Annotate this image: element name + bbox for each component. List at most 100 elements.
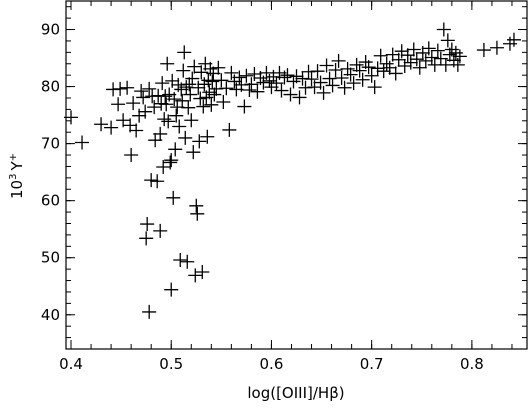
- data-point: [197, 77, 212, 92]
- data-point: [116, 113, 131, 128]
- y-tick-label: 90: [41, 21, 60, 39]
- data-point: [169, 108, 184, 123]
- data-point: [182, 77, 197, 92]
- data-point: [134, 84, 149, 99]
- data-point: [349, 57, 364, 72]
- data-point: [325, 78, 340, 93]
- data-point: [259, 65, 274, 80]
- y-tick-label: 70: [41, 135, 60, 153]
- data-point: [194, 65, 209, 80]
- data-point: [183, 87, 198, 102]
- data-point: [364, 68, 379, 83]
- data-point: [216, 94, 231, 109]
- data-point: [188, 268, 203, 283]
- data-point: [153, 223, 168, 238]
- data-point: [200, 129, 215, 144]
- y-axis-label: 103Y+: [8, 153, 26, 199]
- data-point: [310, 64, 325, 79]
- data-point: [64, 110, 79, 125]
- x-axis-label: log([OIII]/Hβ): [247, 384, 344, 402]
- data-point: [418, 53, 433, 68]
- data-point: [448, 45, 463, 60]
- data-point: [160, 56, 175, 71]
- data-point: [424, 50, 439, 65]
- data-point: [178, 130, 193, 145]
- data-point: [211, 60, 226, 75]
- data-point: [397, 59, 412, 74]
- data-point: [167, 92, 182, 107]
- data-point: [421, 41, 436, 56]
- data-point: [205, 74, 220, 89]
- data-point: [181, 100, 196, 115]
- data-point: [222, 122, 237, 137]
- data-point: [274, 83, 289, 98]
- data-point: [394, 44, 409, 59]
- data-point: [430, 43, 445, 58]
- data-point: [331, 53, 346, 68]
- data-point: [506, 32, 521, 47]
- data-point: [129, 123, 144, 138]
- data-point: [322, 71, 337, 86]
- data-point: [319, 58, 334, 73]
- data-point: [328, 63, 343, 78]
- data-point: [196, 99, 211, 114]
- x-tick-label: 0.4: [59, 355, 83, 373]
- data-point: [193, 91, 208, 106]
- data-point: [132, 108, 147, 123]
- data-point: [280, 68, 295, 83]
- data-point: [412, 60, 427, 75]
- data-point: [269, 76, 284, 91]
- data-point: [452, 49, 467, 64]
- data-point: [142, 81, 157, 96]
- data-point: [94, 117, 109, 132]
- data-point: [168, 142, 183, 157]
- data-point: [173, 253, 188, 268]
- data-point: [304, 72, 319, 87]
- data-point: [388, 66, 403, 81]
- data-point: [244, 77, 259, 92]
- data-point: [138, 104, 153, 119]
- data-point: [189, 198, 204, 213]
- data-point: [400, 48, 415, 63]
- data-point: [409, 52, 424, 67]
- data-point: [190, 206, 205, 221]
- data-point: [156, 160, 171, 175]
- data-point: [440, 33, 455, 48]
- data-point: [502, 36, 517, 51]
- data-point: [316, 85, 331, 100]
- data-point: [450, 57, 465, 72]
- data-point: [155, 76, 170, 91]
- data-point: [124, 148, 139, 163]
- data-point: [262, 73, 277, 88]
- data-point: [140, 217, 155, 232]
- data-point: [175, 93, 190, 108]
- data-point: [159, 97, 174, 112]
- data-point: [337, 80, 352, 95]
- data-point: [444, 42, 459, 57]
- data-point: [136, 90, 151, 105]
- data-point: [476, 43, 491, 58]
- data-point: [111, 97, 126, 112]
- data-point: [283, 87, 298, 102]
- data-point: [172, 119, 187, 134]
- data-point: [161, 114, 176, 129]
- data-point: [292, 90, 307, 105]
- data-point: [219, 81, 234, 96]
- data-point: [153, 126, 168, 141]
- data-points: [64, 22, 521, 319]
- data-point: [367, 80, 382, 95]
- data-point: [256, 75, 271, 90]
- data-point: [150, 174, 165, 189]
- data-point: [164, 153, 179, 168]
- data-point: [370, 61, 385, 76]
- data-point: [163, 155, 178, 170]
- data-point: [165, 73, 180, 88]
- data-point: [352, 63, 367, 78]
- data-point: [379, 56, 394, 71]
- data-point: [242, 82, 257, 97]
- data-point: [343, 67, 358, 82]
- data-point: [361, 60, 376, 75]
- data-point: [126, 96, 141, 111]
- data-point: [237, 99, 252, 114]
- data-point: [289, 69, 304, 84]
